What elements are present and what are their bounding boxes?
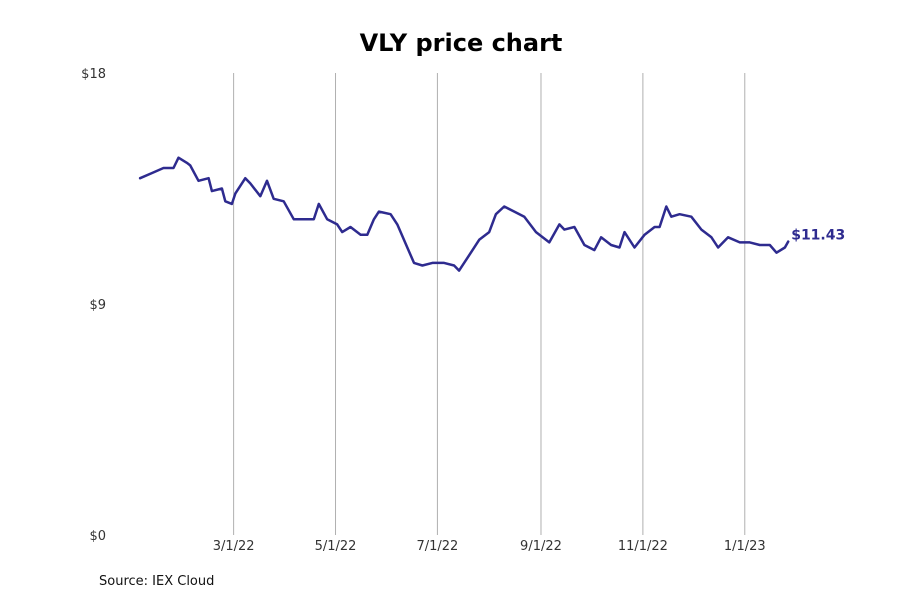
y-tick-label: $9 bbox=[89, 298, 106, 313]
x-tick-label: 11/1/22 bbox=[618, 539, 668, 554]
x-tick-label: 3/1/22 bbox=[213, 539, 255, 554]
last-price-label: $11.43 bbox=[791, 228, 845, 244]
x-axis-ticks: 3/1/22 5/1/22 7/1/22 9/1/22 11/1/22 1/1/23 bbox=[213, 539, 766, 554]
source-note: Source: IEX Cloud bbox=[99, 574, 215, 589]
gridlines bbox=[233, 73, 746, 535]
x-tick-label: 1/1/23 bbox=[724, 539, 766, 554]
price-series-line bbox=[138, 156, 790, 272]
y-tick-label: $18 bbox=[81, 67, 106, 82]
chart-title: VLY price chart bbox=[360, 29, 563, 57]
y-tick-label: $0 bbox=[89, 529, 106, 544]
y-axis-ticks: $0 $9 $18 bbox=[81, 67, 106, 544]
x-tick-label: 7/1/22 bbox=[416, 539, 458, 554]
x-tick-label: 5/1/22 bbox=[315, 539, 357, 554]
x-tick-label: 9/1/22 bbox=[520, 539, 562, 554]
